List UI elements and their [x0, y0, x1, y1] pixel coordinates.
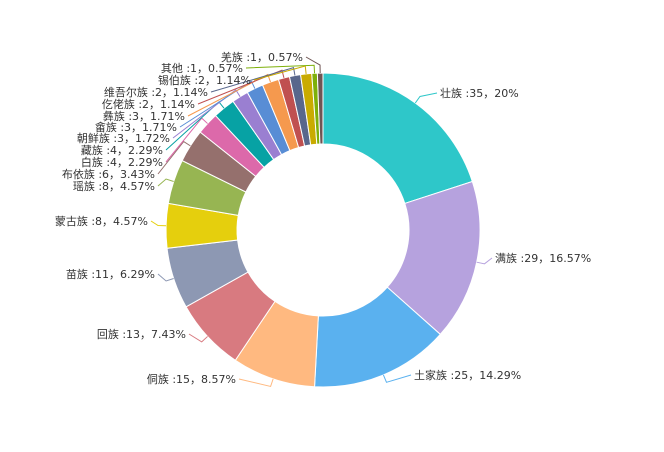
- leader-line-4: [238, 378, 274, 388]
- leader-line-2: [476, 257, 493, 265]
- leader-line-5: [188, 333, 208, 343]
- slice-label-15: 仡佬族 :2，1.14%: [102, 97, 195, 111]
- slice-label-17: 锡伯族 :2，1.14%: [158, 73, 251, 87]
- leader-line-19: [305, 56, 321, 74]
- leader-line-6: [157, 273, 174, 282]
- slice-label-11: 藏族 :4，2.29%: [81, 143, 163, 157]
- slice-label-13: 畲族 :3，1.71%: [95, 120, 177, 134]
- label-group: 壮族 :35，20% 满族 :29，16.57% 土家族 :25，14.29% 侗族 …: [55, 50, 591, 386]
- slice-19[interactable]: [316, 72, 324, 145]
- slice-label-10: 白族 :4，2.29%: [81, 155, 163, 169]
- leader-line-group: [150, 56, 493, 388]
- slice-label-12: 朝鲜族 :3，1.72%: [77, 131, 170, 145]
- slice-label-1: 壮族 :35，20%: [440, 86, 519, 100]
- leader-line-16: [210, 67, 296, 93]
- slice-label-7: 蒙古族 :8，4.57%: [55, 214, 148, 228]
- leader-line-14: [187, 73, 271, 117]
- slice-label-16: 维吾尔族 :2，1.14%: [104, 85, 208, 99]
- leader-line-12: [172, 89, 241, 139]
- slice-label-6: 苗族 :11，6.29%: [66, 267, 155, 281]
- slice-label-5: 回族 :13，7.43%: [97, 327, 186, 341]
- slice-label-9: 布依族 :6，3.43%: [62, 167, 155, 181]
- slice-label-4: 侗族 :15，8.57%: [147, 372, 236, 386]
- slice-label-14: 彝族 :3，1.71%: [103, 109, 185, 123]
- leader-line-13: [179, 80, 256, 128]
- slice-label-8: 瑶族 :8，4.57%: [73, 179, 155, 193]
- slice-group: [165, 72, 481, 388]
- slice-label-2: 满族 :29，16.57%: [495, 251, 591, 265]
- leader-line-7: [150, 220, 167, 227]
- leader-line-9: [157, 140, 191, 175]
- leader-line-8: [157, 178, 174, 187]
- slice-1[interactable]: [322, 72, 473, 205]
- slice-label-19: 羌族 :1，0.57%: [221, 50, 303, 64]
- leader-line-1: [414, 92, 438, 104]
- slice-label-3: 土家族 :25，14.29%: [414, 368, 521, 382]
- leader-line-15: [197, 69, 285, 105]
- leader-line-3: [382, 374, 412, 383]
- leader-line-18: [245, 64, 316, 74]
- slice-label-18: 其他 :1，0.57%: [161, 62, 243, 75]
